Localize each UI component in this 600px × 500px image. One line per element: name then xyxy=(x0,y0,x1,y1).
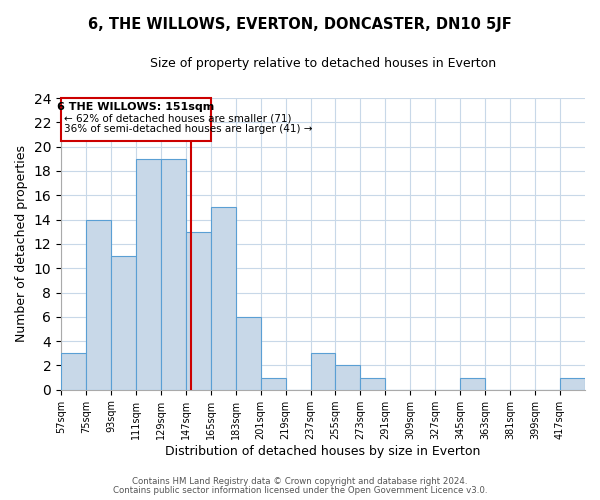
Bar xyxy=(260,378,286,390)
Text: ← 62% of detached houses are smaller (71): ← 62% of detached houses are smaller (71… xyxy=(64,113,292,123)
Bar xyxy=(161,159,186,390)
Bar xyxy=(111,256,136,390)
FancyBboxPatch shape xyxy=(61,98,211,140)
Bar xyxy=(460,378,485,390)
Bar xyxy=(311,354,335,390)
Text: Contains public sector information licensed under the Open Government Licence v3: Contains public sector information licen… xyxy=(113,486,487,495)
Bar xyxy=(560,378,585,390)
Bar xyxy=(211,208,236,390)
Bar xyxy=(236,317,260,390)
Bar xyxy=(335,366,361,390)
Bar xyxy=(61,354,86,390)
Text: 36% of semi-detached houses are larger (41) →: 36% of semi-detached houses are larger (… xyxy=(64,124,313,134)
Text: Contains HM Land Registry data © Crown copyright and database right 2024.: Contains HM Land Registry data © Crown c… xyxy=(132,477,468,486)
Title: Size of property relative to detached houses in Everton: Size of property relative to detached ho… xyxy=(150,58,496,70)
Y-axis label: Number of detached properties: Number of detached properties xyxy=(15,146,28,342)
Text: 6, THE WILLOWS, EVERTON, DONCASTER, DN10 5JF: 6, THE WILLOWS, EVERTON, DONCASTER, DN10… xyxy=(88,18,512,32)
Bar xyxy=(186,232,211,390)
X-axis label: Distribution of detached houses by size in Everton: Distribution of detached houses by size … xyxy=(166,444,481,458)
Text: 6 THE WILLOWS: 151sqm: 6 THE WILLOWS: 151sqm xyxy=(57,102,215,113)
Bar xyxy=(86,220,111,390)
Bar xyxy=(136,159,161,390)
Bar xyxy=(361,378,385,390)
